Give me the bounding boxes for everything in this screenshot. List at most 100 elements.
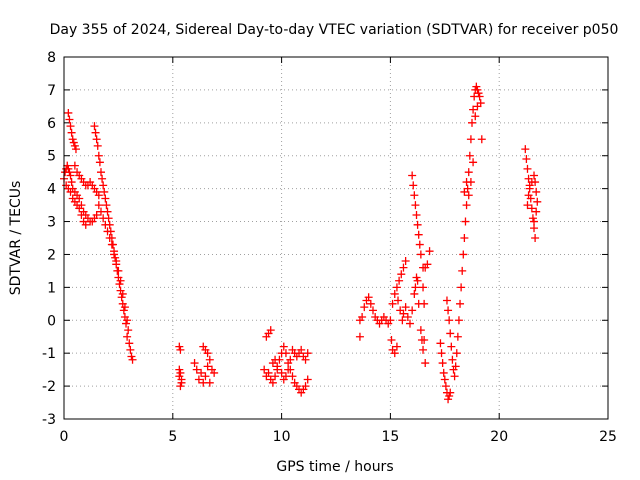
data-point-marker: [523, 201, 532, 210]
y-tick-label: 2: [47, 247, 56, 263]
data-point-marker: [448, 355, 457, 364]
data-point-marker: [475, 92, 484, 101]
data-point-marker: [210, 368, 219, 377]
data-point-marker: [392, 283, 401, 292]
data-point-marker: [409, 181, 418, 190]
data-point-marker: [464, 168, 473, 177]
data-point-marker: [411, 201, 420, 210]
data-point-marker: [446, 388, 455, 397]
data-point-marker: [399, 309, 408, 318]
data-point-marker: [530, 217, 539, 226]
data-point-marker: [408, 306, 417, 315]
data-point-marker: [421, 359, 430, 368]
data-point-marker: [439, 368, 448, 377]
data-point-marker: [461, 217, 470, 226]
data-point-marker: [297, 345, 306, 354]
data-point-marker: [437, 349, 446, 358]
data-point-marker: [112, 257, 121, 266]
data-point-marker: [364, 293, 373, 302]
data-point-marker: [410, 191, 419, 200]
data-point-marker: [281, 349, 290, 358]
data-point-marker: [462, 178, 471, 187]
data-point-marker: [128, 355, 137, 364]
data-point-marker: [423, 260, 432, 269]
data-point-marker: [264, 368, 273, 377]
data-point-marker: [176, 345, 185, 354]
data-point-marker: [205, 355, 214, 364]
data-point-marker: [90, 122, 99, 131]
data-point-marker: [279, 342, 288, 351]
data-point-marker: [105, 234, 114, 242]
data-point-marker: [440, 375, 449, 384]
data-point-marker: [459, 250, 468, 259]
data-point-marker: [101, 220, 110, 229]
data-point-marker: [194, 375, 203, 384]
data-point-marker: [99, 214, 108, 223]
data-point-marker: [471, 112, 480, 121]
data-point-marker: [460, 187, 469, 196]
data-point-marker: [413, 276, 422, 285]
x-tick-label: 25: [599, 429, 617, 445]
data-point-marker: [273, 362, 282, 371]
y-tick-label: 5: [47, 149, 56, 165]
data-point-marker: [420, 299, 429, 308]
data-point-marker: [394, 296, 403, 305]
data-point-marker: [126, 345, 135, 354]
data-point-marker: [458, 266, 467, 275]
data-point-marker: [116, 276, 125, 285]
data-point-marker: [415, 240, 424, 249]
data-point-marker: [416, 250, 425, 259]
data-point-marker: [419, 345, 428, 354]
data-point-marker: [386, 316, 395, 325]
data-point-marker: [77, 210, 86, 219]
data-point-marker: [118, 289, 127, 298]
data-point-marker: [66, 187, 75, 196]
data-point-marker: [92, 135, 101, 144]
x-tick-label: 15: [381, 429, 399, 445]
data-point-marker: [460, 234, 469, 242]
data-point-marker: [438, 359, 447, 368]
data-point-marker: [390, 349, 399, 358]
data-point-marker: [286, 355, 295, 364]
data-point-marker: [531, 234, 540, 242]
data-point-marker: [114, 266, 123, 275]
data-point-marker: [177, 378, 186, 387]
data-point-marker: [303, 375, 312, 384]
data-point-marker: [197, 368, 206, 377]
data-point-marker: [441, 382, 450, 391]
data-point-marker: [96, 207, 105, 216]
data-point-marker: [454, 316, 463, 325]
data-point-marker: [523, 164, 532, 173]
y-tick-label: 4: [47, 182, 56, 198]
data-point-marker: [94, 151, 103, 160]
data-point-marker: [107, 240, 116, 249]
data-point-marker: [450, 372, 459, 381]
data-point-marker: [401, 303, 410, 312]
data-point-marker: [399, 263, 408, 272]
data-point-marker: [281, 372, 290, 381]
data-point-marker: [451, 362, 460, 371]
y-tick-label: 7: [47, 83, 56, 99]
data-point-marker: [521, 145, 530, 154]
y-tick-label: 0: [47, 313, 56, 329]
data-point-marker: [64, 108, 73, 117]
data-point-marker: [387, 336, 396, 345]
data-point-marker: [301, 355, 310, 364]
data-point-marker: [199, 378, 208, 387]
data-point-marker: [469, 105, 478, 114]
data-point-marker: [92, 210, 101, 219]
data-point-marker: [411, 283, 420, 292]
data-point-marker: [81, 220, 90, 229]
data-point-marker: [110, 250, 119, 259]
data-point-marker: [532, 187, 541, 196]
data-point-marker: [277, 368, 286, 377]
data-point-marker: [175, 372, 184, 381]
data-point-marker: [398, 316, 407, 325]
data-point-marker: [444, 306, 453, 315]
y-tick-label: 3: [47, 215, 56, 231]
data-point-marker: [465, 151, 474, 160]
data-point-marker: [192, 365, 201, 374]
y-tick-label: -1: [42, 346, 56, 362]
